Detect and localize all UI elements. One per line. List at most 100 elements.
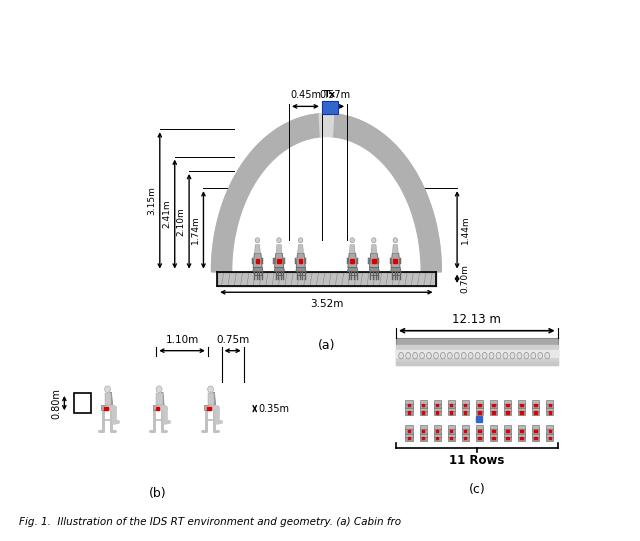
Bar — [207, 407, 211, 410]
Bar — [305, 258, 306, 263]
Bar — [546, 433, 554, 437]
Bar — [299, 259, 303, 263]
Bar — [504, 433, 511, 437]
Polygon shape — [298, 245, 303, 253]
Bar — [436, 411, 438, 413]
Text: 1.74m: 1.74m — [191, 215, 200, 245]
Text: (a): (a) — [317, 339, 335, 352]
Bar — [284, 258, 285, 263]
Bar — [450, 430, 452, 432]
Bar — [273, 258, 275, 263]
Bar — [422, 430, 424, 432]
Bar — [450, 437, 452, 439]
Bar — [433, 433, 441, 437]
Polygon shape — [392, 245, 398, 253]
Text: 2.41m: 2.41m — [163, 200, 172, 228]
Ellipse shape — [447, 352, 452, 359]
Bar — [420, 433, 427, 437]
Ellipse shape — [298, 237, 303, 243]
Bar — [101, 405, 112, 410]
Bar — [396, 351, 557, 358]
Bar — [406, 429, 413, 434]
Bar — [322, 102, 338, 114]
Bar — [504, 411, 511, 415]
Bar — [532, 425, 540, 430]
Bar — [447, 425, 455, 430]
Bar — [433, 407, 441, 411]
Bar — [492, 430, 495, 432]
Text: 3.52m: 3.52m — [310, 299, 343, 308]
Bar — [461, 433, 469, 437]
Bar — [208, 393, 214, 405]
Bar — [518, 437, 525, 441]
Bar — [478, 430, 481, 432]
Polygon shape — [390, 268, 401, 272]
Bar — [506, 404, 509, 406]
Ellipse shape — [531, 352, 536, 359]
Bar — [520, 411, 523, 413]
Bar — [476, 429, 483, 434]
Text: Fig. 1.  Illustration of the IDS RT environment and geometry. (a) Cabin fro: Fig. 1. Illustration of the IDS RT envir… — [19, 518, 401, 527]
Bar — [504, 404, 511, 408]
Bar — [422, 437, 424, 439]
Bar — [433, 411, 441, 415]
Bar — [490, 433, 497, 437]
Bar — [546, 407, 554, 411]
Bar — [490, 437, 497, 441]
Bar — [104, 407, 108, 410]
Bar — [492, 437, 495, 439]
Bar — [447, 429, 455, 434]
Bar — [368, 258, 369, 263]
Ellipse shape — [517, 352, 522, 359]
Ellipse shape — [454, 352, 460, 359]
Ellipse shape — [427, 352, 431, 359]
Bar — [504, 437, 511, 441]
Bar — [476, 407, 483, 411]
Bar — [277, 259, 281, 263]
Bar — [356, 258, 358, 263]
Bar — [476, 437, 483, 441]
Polygon shape — [276, 245, 282, 253]
Bar — [372, 259, 376, 263]
Bar — [532, 400, 540, 404]
Bar — [504, 429, 511, 434]
Bar — [390, 258, 391, 263]
Text: 0.80m: 0.80m — [52, 388, 61, 419]
Bar — [476, 433, 483, 437]
Ellipse shape — [489, 352, 494, 359]
Text: 1.10m: 1.10m — [166, 335, 198, 345]
Ellipse shape — [503, 352, 508, 359]
Polygon shape — [369, 253, 378, 268]
Bar — [476, 404, 483, 408]
Ellipse shape — [276, 237, 281, 243]
Polygon shape — [110, 392, 113, 410]
Bar — [420, 407, 427, 411]
Text: Tx: Tx — [324, 90, 336, 98]
Bar — [492, 404, 495, 406]
Bar — [490, 429, 497, 434]
Bar — [534, 430, 537, 432]
Bar — [406, 404, 413, 408]
Bar — [262, 258, 263, 263]
Bar — [490, 411, 497, 415]
Bar — [436, 404, 438, 406]
Bar — [433, 425, 441, 430]
Text: 0.57m: 0.57m — [319, 90, 350, 100]
Bar — [461, 407, 469, 411]
Bar — [520, 404, 523, 406]
Bar — [350, 259, 354, 263]
Bar — [518, 433, 525, 437]
Bar — [461, 400, 469, 404]
Text: 0.75m: 0.75m — [216, 335, 250, 345]
Bar — [548, 437, 551, 439]
Bar — [534, 437, 537, 439]
Bar — [461, 411, 469, 415]
Polygon shape — [332, 114, 442, 272]
Polygon shape — [371, 245, 377, 253]
Polygon shape — [211, 114, 321, 272]
Bar — [433, 429, 441, 434]
Bar — [433, 404, 441, 408]
Ellipse shape — [496, 352, 501, 359]
Text: 0.70m: 0.70m — [461, 265, 470, 293]
Ellipse shape — [468, 352, 473, 359]
